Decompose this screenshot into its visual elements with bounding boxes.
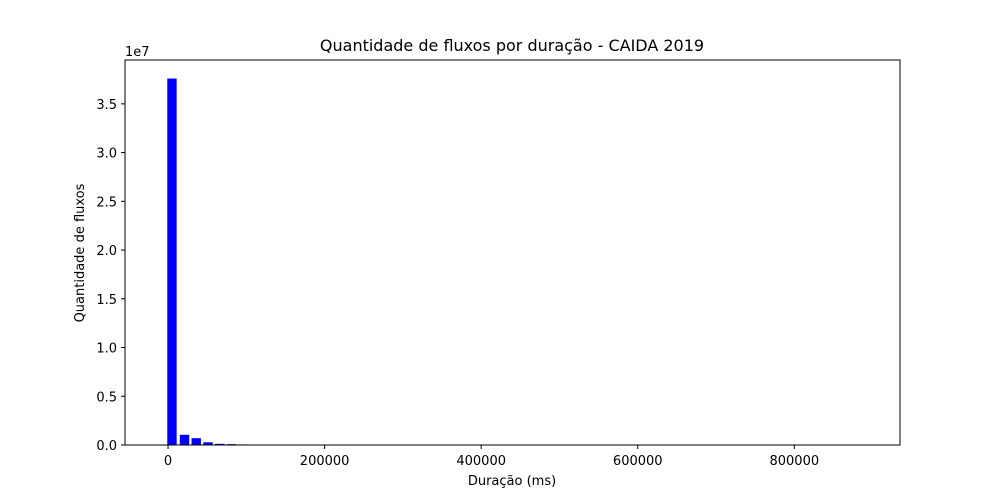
y-axis-ticks: 0.0 0.5 1.0 1.5 2.0 2.5 3.0 3.5 [96,98,125,454]
x-tick-label-0: 0 [164,454,172,469]
y-tick-label-7: 3.5 [96,98,117,113]
x-tick-label-1: 200000 [300,454,350,469]
plot-area-frame [124,59,901,446]
x-tick-label-3: 600000 [613,454,663,469]
bar-4 [215,443,225,445]
x-tick-label-4: 800000 [769,454,819,469]
x-axis-label: Duração (ms) [468,474,556,489]
bar-1 [179,434,190,445]
chart-title: Quantidade de fluxos por duração - CAIDA… [320,36,704,55]
bar-0 [167,78,177,446]
x-axis-ticks: 0 200000 400000 600000 800000 [164,445,819,469]
y-tick-label-4: 2.0 [96,244,117,259]
y-axis-offset-label: 1e7 [125,45,150,60]
y-tick-label-3: 1.5 [96,293,117,308]
y-tick-label-5: 2.5 [96,195,117,210]
y-tick-label-0: 0.0 [96,439,117,454]
x-tick-label-2: 400000 [456,454,506,469]
bar-3 [203,442,213,445]
y-tick-label-2: 1.0 [96,342,117,357]
y-tick-label-1: 0.5 [96,390,117,405]
y-tick-label-6: 3.0 [96,147,117,162]
bar-2 [191,438,201,445]
y-axis-label: Quantidade de fluxos [73,183,88,322]
